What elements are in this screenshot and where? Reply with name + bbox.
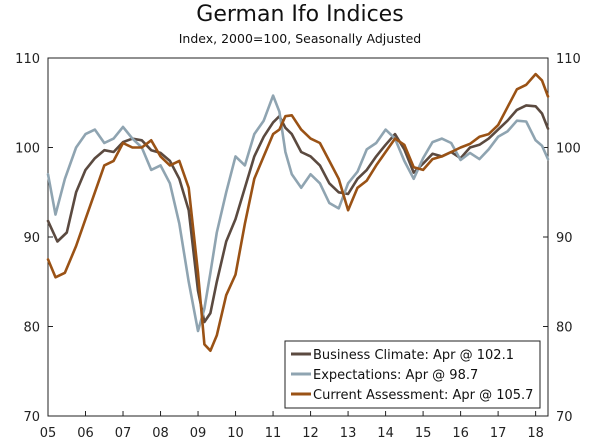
y-tick-label-left: 90 [23,231,40,246]
series-line-expectations [46,94,550,333]
legend: Business Climate: Apr @ 102.1 Expectation… [284,340,541,409]
y-axis-left: 70 80 90 100 110 [15,52,53,425]
x-tick-label: 07 [115,426,132,441]
x-tick-label: 18 [527,426,544,441]
y-tick-label-right: 90 [556,231,573,246]
y-axis-right: 70 80 90 100 110 [543,52,581,425]
chart-title: German Ifo Indices [196,2,404,27]
y-tick-label-right: 80 [556,321,573,336]
x-tick-label: 11 [265,426,282,441]
y-tick-label-right: 110 [556,52,581,67]
x-tick-label: 12 [302,426,319,441]
x-tick-label: 13 [340,426,357,441]
x-tick-label: 08 [152,426,169,441]
y-tick-label-right: 70 [556,410,573,425]
x-tick-label: 16 [452,426,469,441]
series-line-current-assessment [46,72,550,352]
y-tick-label-right: 100 [556,142,581,157]
y-tick-label-left: 80 [23,321,40,336]
x-tick-label: 14 [377,426,394,441]
x-tick-label: 05 [40,426,57,441]
series-group [46,72,550,352]
chart-subtitle: Index, 2000=100, Seasonally Adjusted [178,31,422,46]
x-tick-label: 10 [227,426,244,441]
legend-label-business-climate: Business Climate: Apr @ 102.1 [313,348,514,363]
y-tick-label-left: 110 [15,52,40,67]
x-tick-label: 17 [490,426,507,441]
x-tick-label: 09 [190,426,207,441]
x-tick-label: 15 [415,426,432,441]
legend-label-current-assessment: Current Assessment: Apr @ 105.7 [313,388,533,403]
legend-label-expectations: Expectations: Apr @ 98.7 [313,368,478,383]
x-tick-label: 06 [77,426,94,441]
legend-box [284,340,541,409]
y-tick-label-left: 70 [23,410,40,425]
series-line-business-climate [46,104,550,324]
x-axis: 05 06 07 08 09 10 11 12 13 14 15 16 17 18 [40,411,544,441]
y-tick-label-left: 100 [15,142,40,157]
